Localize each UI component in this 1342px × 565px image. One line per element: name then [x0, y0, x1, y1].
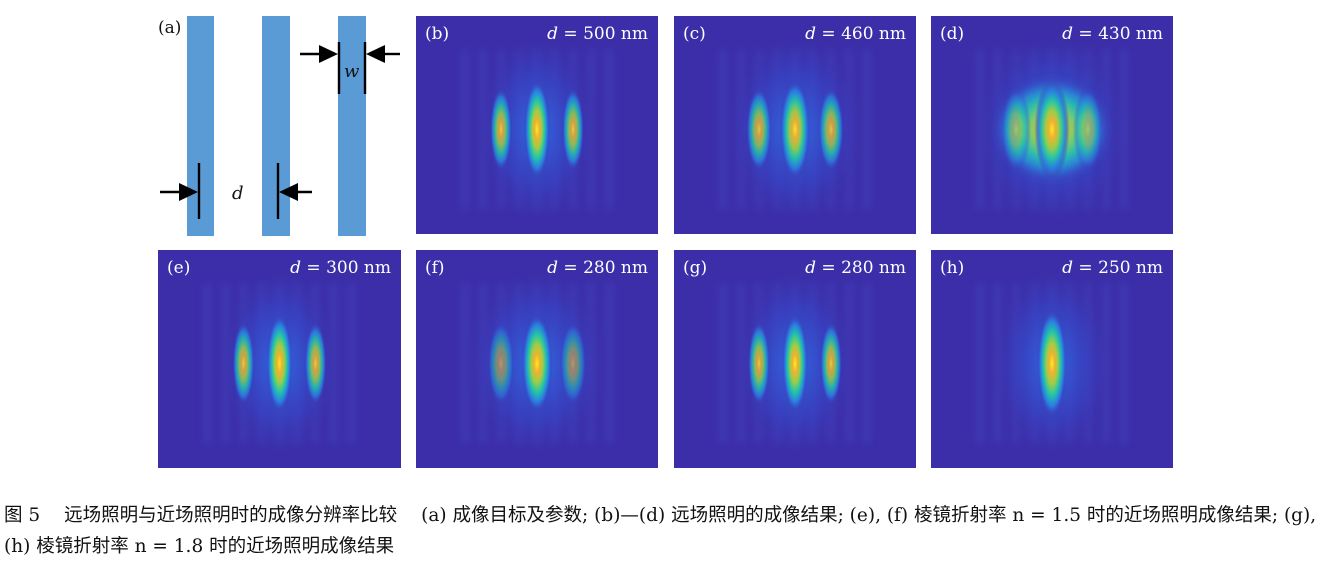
panel-h-image	[931, 250, 1173, 468]
panel-c-label: (c)	[683, 24, 706, 44]
caption-body: (a) 成像目标及参数; (b)—(d) 远场照明的成像结果; (e), (f)…	[4, 505, 1317, 557]
panel-e-spacing: d = 300 nm	[290, 258, 391, 278]
w-left-arrow	[319, 45, 338, 63]
panel-f-label: (f)	[425, 258, 445, 278]
intensity-spot	[266, 313, 293, 414]
schematic-drawing	[160, 16, 400, 236]
panel-g: (g) d = 280 nm	[674, 250, 916, 468]
fringe-line	[462, 49, 468, 210]
grating-bar-2	[262, 16, 290, 236]
intensity-spot	[562, 87, 584, 172]
intensity-spot	[304, 321, 327, 406]
panel-c: (c) d = 460 nm	[674, 16, 916, 234]
fringe-line	[720, 49, 726, 210]
panel-b: (b) d = 500 nm	[416, 16, 658, 234]
intensity-spot	[818, 87, 844, 172]
panel-c-image	[674, 16, 916, 234]
fringe-line	[864, 49, 870, 210]
intensity-spot	[521, 313, 553, 414]
panel-b-label: (b)	[425, 24, 450, 44]
figure-caption: 图 5 远场照明与近场照明时的成像分辨率比较 (a) 成像目标及参数; (b)—(d…	[4, 500, 1334, 562]
panel-e-image	[158, 250, 401, 468]
intensity-spot	[1037, 308, 1067, 419]
panel-d: (d) d = 430 nm	[931, 16, 1173, 234]
d-right-arrow	[279, 183, 298, 201]
intensity-spot	[1034, 79, 1070, 180]
grating-bar-3	[338, 16, 366, 236]
panel-d-image	[931, 16, 1173, 234]
intensity-spot	[1001, 87, 1031, 172]
intensity-spot	[820, 321, 842, 406]
intensity-spot	[487, 321, 515, 406]
panel-g-label: (g)	[683, 258, 708, 278]
w-right-arrow	[366, 45, 385, 63]
panel-b-image	[416, 16, 658, 234]
panel-a-schematic: (a) d w	[158, 16, 402, 236]
panel-f: (f) d = 280 nm	[416, 250, 658, 468]
panel-a-label: (a)	[158, 18, 182, 38]
d-symbol: d	[232, 183, 244, 204]
intensity-spot	[779, 79, 811, 180]
caption-number: 图 5	[4, 505, 41, 526]
grating-bar-1	[187, 16, 214, 236]
panel-e-label: (e)	[167, 258, 191, 278]
intensity-spot	[524, 79, 550, 180]
panel-d-label: (d)	[940, 24, 965, 44]
intensity-spot	[748, 321, 770, 406]
intensity-spot	[1073, 87, 1103, 172]
panel-d-spacing: d = 430 nm	[1062, 24, 1163, 44]
panel-g-spacing: d = 280 nm	[805, 258, 906, 278]
intensity-spot	[782, 313, 808, 414]
intensity-spot	[490, 87, 512, 172]
fringe-line	[720, 283, 726, 444]
panel-b-spacing: d = 500 nm	[547, 24, 648, 44]
fringe-line	[977, 283, 983, 444]
intensity-spot	[559, 321, 587, 406]
fringe-line	[606, 49, 612, 210]
panel-g-image	[674, 250, 916, 468]
panel-f-image	[416, 250, 658, 468]
panel-f-spacing: d = 280 nm	[547, 258, 648, 278]
d-left-arrow	[179, 183, 198, 201]
fringe-line	[1121, 283, 1127, 444]
intensity-spot	[746, 87, 772, 172]
intensity-spot	[232, 321, 255, 406]
panel-h: (h) d = 250 nm	[931, 250, 1173, 468]
panel-c-spacing: d = 460 nm	[805, 24, 906, 44]
panel-h-spacing: d = 250 nm	[1062, 258, 1163, 278]
panel-e: (e) d = 300 nm	[158, 250, 401, 468]
fringe-line	[864, 283, 870, 444]
w-symbol: w	[344, 61, 360, 82]
fringe-line	[348, 283, 355, 444]
fringe-line	[204, 283, 211, 444]
caption-title: 远场照明与近场照明时的成像分辨率比较	[64, 505, 398, 526]
panel-h-label: (h)	[940, 258, 965, 278]
